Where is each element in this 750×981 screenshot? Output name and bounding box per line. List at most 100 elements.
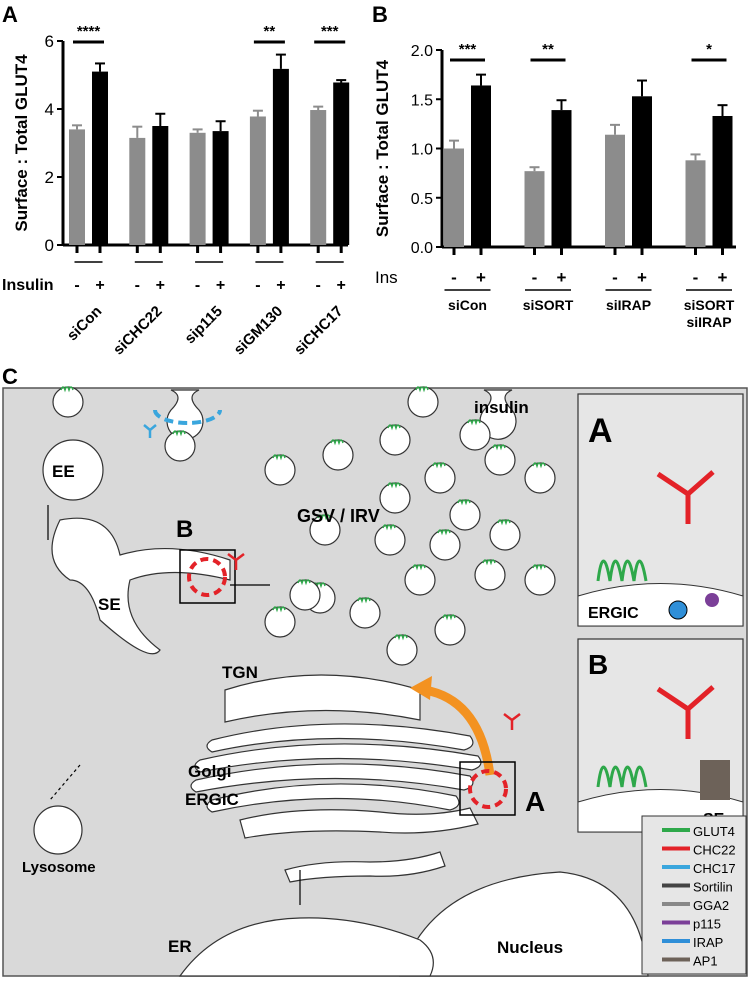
p115-icon	[705, 593, 719, 607]
panel-label-a: A	[2, 2, 18, 27]
label-box_a: A	[525, 786, 545, 817]
treatment-level: -	[255, 277, 260, 294]
gsv-vesicle	[386, 634, 418, 666]
legend-label: Sortilin	[693, 880, 733, 895]
label-box_b: B	[176, 516, 193, 543]
chc17-coat	[153, 409, 222, 425]
p115-icon	[662, 920, 690, 925]
treatment-level: +	[156, 277, 165, 294]
label-golgi: Golgi	[188, 762, 231, 781]
golgi-cisterna	[206, 783, 460, 813]
membrane	[577, 583, 744, 627]
significance-stars: **	[264, 23, 276, 40]
bar	[632, 96, 652, 247]
panel-label-b: B	[372, 2, 388, 27]
treatment-level: +	[276, 277, 285, 294]
legend-label: IRAP	[693, 935, 723, 950]
chart-b: 0.0 0.5 1.0 1.5 2.0 Surface : Total GLUT4 Ins -…	[373, 41, 736, 330]
chc22-triskelion-icon	[656, 470, 715, 524]
y-tick-label: 1.0	[411, 142, 433, 159]
category-label: siGM130	[231, 303, 287, 359]
gsv-vesicle	[459, 419, 491, 451]
chc22-triskelion-icon	[656, 685, 715, 739]
gsv-vesicle	[434, 614, 466, 646]
legend-label: CHC17	[693, 861, 736, 876]
category-label: siSORT	[684, 297, 735, 313]
bar	[524, 171, 545, 247]
glut4-icon	[442, 614, 456, 621]
gsv-vesicle	[429, 529, 461, 561]
treatment-level: -	[451, 268, 457, 287]
glut4-icon	[492, 444, 506, 451]
diagram-glut4-trafficking: insulin EE SE GSV / IRV TGN Golgi ERGIC ER Nucle…	[2, 386, 748, 977]
bar	[471, 85, 491, 248]
label-ee: EE	[52, 462, 75, 481]
y-tick-label: 0.0	[411, 240, 433, 257]
y-tick-label: 0.5	[411, 191, 433, 208]
treatment-level: -	[316, 277, 321, 294]
glut4-icon	[415, 386, 429, 393]
glut4-icon	[532, 462, 546, 469]
significance-stars: ***	[459, 41, 477, 58]
gsv-vesicle	[164, 430, 196, 462]
label-se: SE	[98, 595, 121, 614]
treatment-level: +	[718, 268, 728, 287]
gsv-vesicle	[264, 454, 296, 486]
irap-icon	[662, 939, 690, 943]
significance-stars: ****	[77, 23, 101, 40]
glut4-icon	[467, 419, 481, 426]
category-label: siCon	[64, 303, 105, 344]
nucleus	[399, 871, 649, 977]
bar	[272, 68, 289, 245]
inset-letter: B	[588, 649, 608, 680]
gsv-vesicle	[524, 462, 556, 494]
treatment-label: Insulin	[2, 277, 54, 294]
treatment-level: +	[637, 268, 647, 287]
glut4-icon	[172, 430, 186, 437]
chc17-triskelion-icon	[662, 865, 690, 869]
ergic-tubule	[284, 851, 446, 883]
dashed-arrow	[49, 764, 81, 801]
category-label: siCHC17	[291, 303, 347, 359]
chc22-triskelion-icon	[503, 713, 521, 730]
y-axis-label: Surface : Total GLUT4	[373, 59, 392, 237]
glut4-icon	[457, 499, 471, 506]
label-nucleus: Nucleus	[497, 938, 563, 957]
glut4-icon	[394, 634, 408, 641]
box-a	[459, 761, 516, 816]
y-tick-label: 1.5	[411, 92, 433, 109]
bar	[212, 131, 229, 245]
gsv-vesicle	[379, 482, 411, 514]
gsv-vesicle	[524, 564, 556, 596]
chc17-triskelion-icon	[143, 424, 157, 438]
legend-label: GGA2	[693, 898, 729, 913]
bar	[605, 134, 625, 247]
significance-stars: *	[706, 41, 712, 58]
chc22-coat	[468, 769, 508, 809]
label-insulin: insulin	[474, 398, 529, 417]
ap1-icon	[662, 957, 690, 962]
bar	[249, 116, 266, 245]
golgi-cisterna	[206, 723, 474, 753]
glut4-icon	[60, 386, 74, 393]
lysosome	[33, 805, 83, 855]
gsv-vesicle	[474, 559, 506, 591]
label-tgn: TGN	[222, 663, 258, 682]
early-endosome	[42, 439, 104, 501]
golgi-cisterna	[194, 743, 482, 773]
gga2-icon	[662, 902, 690, 906]
significance-stars: **	[542, 41, 554, 58]
inset-letter: A	[588, 412, 613, 450]
glut4-icon	[412, 564, 426, 571]
bar	[92, 71, 108, 245]
treatment-level: -	[532, 268, 538, 287]
bar	[152, 126, 169, 245]
gsv-vesicle	[52, 386, 84, 418]
glut4-icon	[357, 597, 371, 604]
plasma-membrane-pit	[479, 389, 517, 440]
gsv-vesicle	[379, 424, 411, 456]
panel-label-c: C	[2, 364, 18, 389]
y-tick-label: 2	[45, 168, 54, 187]
chc22-triskelion-icon	[227, 553, 245, 570]
